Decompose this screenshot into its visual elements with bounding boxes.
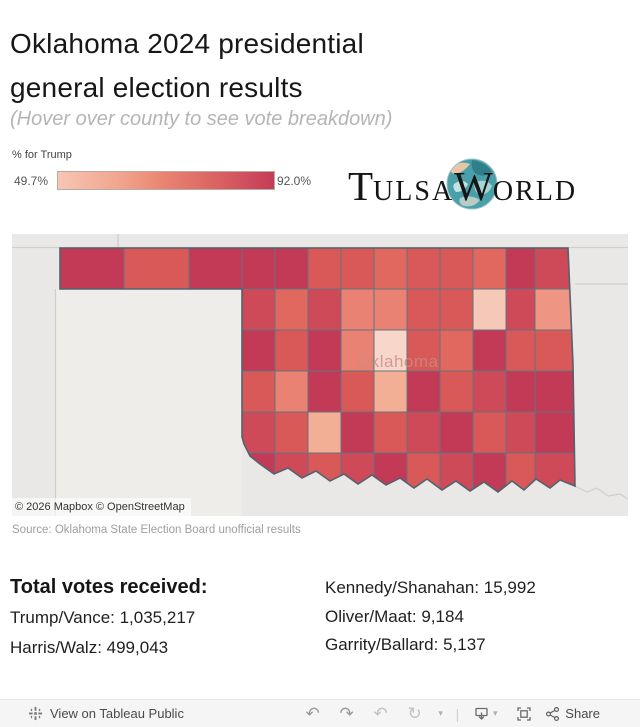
undo-icon: ↶ [305, 704, 320, 723]
page-title: Oklahoma 2024 presidential general elect… [10, 22, 364, 110]
logo-letters-orld: ORLD [492, 176, 578, 207]
revert-icon: ↶ [373, 704, 388, 723]
title-line-1: Oklahoma 2024 presidential [10, 28, 364, 59]
map-canvas[interactable]: Oklahoma [12, 234, 628, 516]
logo-letter-w: W [454, 163, 493, 209]
share-label: Share [565, 706, 600, 721]
total-kennedy: Kennedy/Shanahan: 15,992 [325, 578, 536, 597]
total-oliver: Oliver/Maat: 9,184 [325, 607, 464, 626]
map-attribution[interactable]: © 2026 Mapbox © OpenStreetMap [12, 498, 191, 516]
page-subtitle: (Hover over county to see vote breakdown… [10, 108, 393, 130]
download-button[interactable]: ▾ [465, 702, 505, 726]
legend-gradient-bar [57, 171, 275, 190]
redo-icon: ↷ [339, 704, 354, 723]
totals-title: Total votes received: [10, 576, 208, 598]
chevron-down-icon: ▾ [438, 708, 443, 718]
view-on-tableau-link[interactable]: View on Tableau Public [28, 706, 184, 721]
fullscreen-button[interactable] [505, 702, 543, 726]
legend-max-label: 92.0% [277, 174, 312, 188]
share-button[interactable]: Share [543, 702, 602, 726]
share-icon [546, 706, 560, 721]
toolbar-overflow-button[interactable]: ▾ [432, 702, 450, 726]
download-icon [475, 707, 488, 720]
revert-button[interactable]: ↶ [364, 702, 398, 726]
download-caret-icon: ▾ [493, 708, 498, 718]
toolbar-divider: | [455, 705, 460, 722]
refresh-button[interactable]: ↻ [398, 702, 432, 726]
title-line-2: general election results [10, 72, 303, 103]
logo-wordmark: TULSAWORLD [348, 162, 577, 210]
undo-button[interactable]: ↶ [296, 702, 330, 726]
refresh-icon: ↻ [407, 704, 422, 723]
globe-icon [446, 158, 498, 210]
total-garrity: Garrity/Ballard: 5,137 [325, 635, 486, 654]
tulsa-world-logo: TULSAWORLD [348, 158, 614, 218]
source-note: Source: Oklahoma State Election Board un… [12, 524, 301, 536]
logo-letter-t: T [348, 163, 374, 209]
redo-button[interactable]: ↷ [330, 702, 364, 726]
oklahoma-county-map[interactable]: Oklahoma © 2026 Mapbox © OpenStreetMap [12, 234, 628, 516]
state-label: Oklahoma [357, 352, 439, 371]
tableau-logo-icon [28, 706, 43, 721]
legend-title: % for Trump [12, 149, 72, 161]
legend-min-label: 49.7% [14, 174, 49, 188]
view-on-tableau-label: View on Tableau Public [50, 706, 184, 721]
fullscreen-icon [517, 706, 531, 721]
total-harris-walz: Harris/Walz: 499,043 [10, 638, 169, 657]
state-outline [59, 247, 576, 493]
logo-letters-ulsa: ULSA [373, 176, 455, 207]
tableau-toolbar: View on Tableau Public ↶ ↷ ↶ ↻ ▾ | ▾ [0, 699, 640, 727]
total-trump-vance: Trump/Vance: 1,035,217 [10, 608, 196, 627]
